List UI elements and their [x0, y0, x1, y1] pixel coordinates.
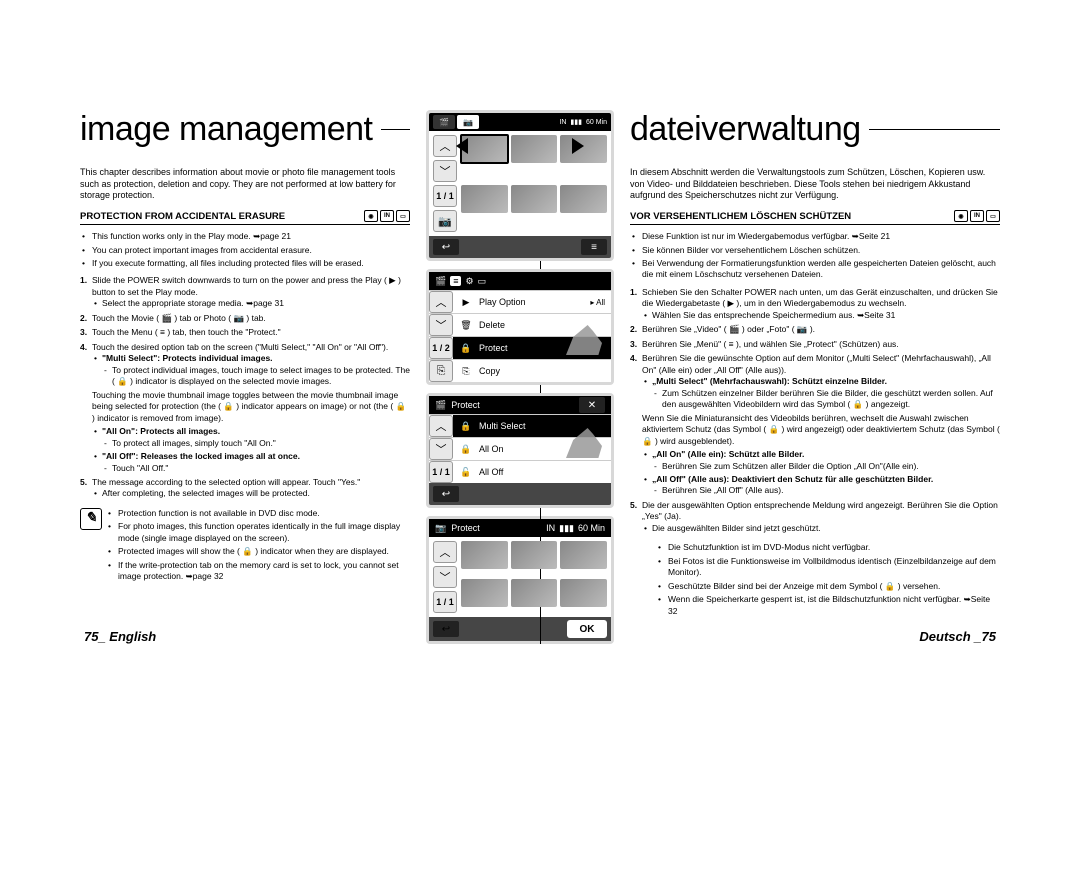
- section-heading-right: VOR VERSEHENTLICHEM LÖSCHEN SCHÜTZEN ◉ I…: [630, 210, 1000, 225]
- close-icon[interactable]: ✕: [579, 397, 605, 413]
- screen-menu: 🎬 ≡ ⚙ ▭ ︿ ▶Play Option▸ All ﹀ 🗑Delete 1 …: [426, 269, 614, 385]
- steps-right: Schieben Sie den Schalter POWER nach unt…: [630, 287, 1000, 534]
- screen-protect-confirm: 📷 Protect IN ▮▮▮ 60 Min ︿ ﹀ 1 / 1 ↩: [426, 516, 614, 644]
- card-icon: ▭: [396, 210, 410, 222]
- arrow-left-icon: [456, 138, 468, 154]
- note-icon: ✎: [80, 508, 102, 530]
- gear-icon: ⚙: [465, 276, 473, 287]
- disc-icon: ◉: [954, 210, 968, 222]
- menu-icon[interactable]: ≡: [581, 239, 607, 255]
- in-icon: IN: [970, 210, 984, 222]
- page-counter: 1 / 2: [429, 337, 453, 359]
- photo-icon: 📷: [435, 523, 446, 533]
- bullets-right: Diese Funktion ist nur im Wiedergabemodu…: [630, 231, 1000, 281]
- right-column: dateiverwaltung In diesem Abschnitt werd…: [620, 110, 1000, 644]
- copy-icon-btn[interactable]: ⎘: [429, 360, 453, 382]
- page-counter: 1 / 1: [433, 185, 457, 207]
- center-screens: 🎬 📷 IN ▮▮▮ 60 Min ︿ ﹀ 1 / 1 📷: [420, 110, 620, 644]
- note-box-left: ✎ Protection function is not available i…: [80, 508, 410, 585]
- menu-icon: ≡: [450, 276, 461, 286]
- footer-left: 75_ English: [84, 629, 156, 644]
- scroll-up-icon[interactable]: ︿: [433, 541, 457, 563]
- menu-play-option[interactable]: ▶Play Option▸ All: [453, 291, 611, 313]
- screen-protect-options: 🎬 Protect ✕ ︿ 🔒Multi Select ﹀ 🔒All On 1 …: [426, 393, 614, 508]
- title-right: dateiverwaltung: [630, 110, 861, 149]
- title-left: image management: [80, 110, 373, 149]
- footer-right: Deutsch _75: [919, 629, 996, 644]
- scroll-up-icon[interactable]: ︿: [429, 291, 453, 313]
- back-icon[interactable]: ↩: [433, 239, 459, 255]
- movie-icon: 🎬: [435, 400, 446, 410]
- arrow-right-icon: [572, 138, 584, 154]
- intro-right: In diesem Abschnitt werden die Verwaltun…: [630, 167, 1000, 202]
- scroll-down-icon[interactable]: ﹀: [429, 314, 453, 336]
- navigation-arrows: [426, 138, 614, 154]
- left-column: image management This chapter describes …: [80, 110, 420, 644]
- screen-thumbnails: 🎬 📷 IN ▮▮▮ 60 Min ︿ ﹀ 1 / 1 📷: [426, 110, 614, 261]
- scroll-down-icon[interactable]: ﹀: [433, 160, 457, 182]
- bullets-left: This function works only in the Play mod…: [80, 231, 410, 269]
- note-box-right: Die Schutzfunktion ist im DVD-Modus nich…: [630, 542, 1000, 619]
- card-icon: ▭: [986, 210, 1000, 222]
- movie-icon: 🎬: [435, 276, 446, 287]
- scroll-up-icon[interactable]: ︿: [429, 415, 453, 437]
- section-heading-left: PROTECTION FROM ACCIDENTAL ERASURE ◉ IN …: [80, 210, 410, 225]
- disc-icon: ◉: [364, 210, 378, 222]
- menu-copy[interactable]: ⎘Copy: [453, 360, 611, 382]
- back-icon[interactable]: ↩: [433, 486, 459, 502]
- steps-left: Slide the POWER switch downwards to turn…: [80, 275, 410, 499]
- page-footer: 75_ English Deutsch _75: [80, 629, 1000, 644]
- intro-left: This chapter describes information about…: [80, 167, 410, 202]
- in-icon: IN: [380, 210, 394, 222]
- page-counter: 1 / 1: [433, 591, 457, 613]
- option-all-off[interactable]: 🔓All Off: [453, 461, 611, 483]
- camera-icon[interactable]: 📷: [433, 210, 457, 232]
- in-badge: IN: [559, 119, 566, 126]
- movie-tab-icon[interactable]: 🎬: [433, 115, 455, 129]
- storage-icon: ▭: [478, 276, 487, 287]
- scroll-down-icon[interactable]: ﹀: [429, 438, 453, 460]
- page-counter: 1 / 1: [429, 461, 453, 483]
- scroll-down-icon[interactable]: ﹀: [433, 566, 457, 588]
- photo-tab-icon[interactable]: 📷: [457, 115, 479, 129]
